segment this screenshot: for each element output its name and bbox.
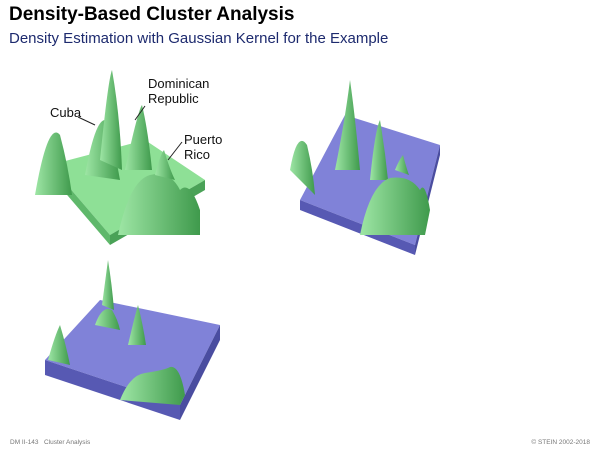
footer-slide-id: DM II-143 Cluster Analysis — [10, 439, 91, 446]
page-title: Density-Based Cluster Analysis — [9, 4, 295, 25]
thresholded-surface-plot-high — [290, 80, 440, 255]
thresholded-surface-plot-low — [45, 260, 220, 420]
page-subtitle: Density Estimation with Gaussian Kernel … — [9, 30, 389, 47]
label-cuba: Cuba — [50, 105, 82, 120]
label-dominican-republic: Dominican Republic — [148, 76, 210, 106]
label-puerto-rico: Puerto Rico — [184, 132, 223, 162]
footer-copyright: © STEIN 2002-2018 — [531, 439, 590, 446]
density-surface-plot — [35, 70, 205, 245]
